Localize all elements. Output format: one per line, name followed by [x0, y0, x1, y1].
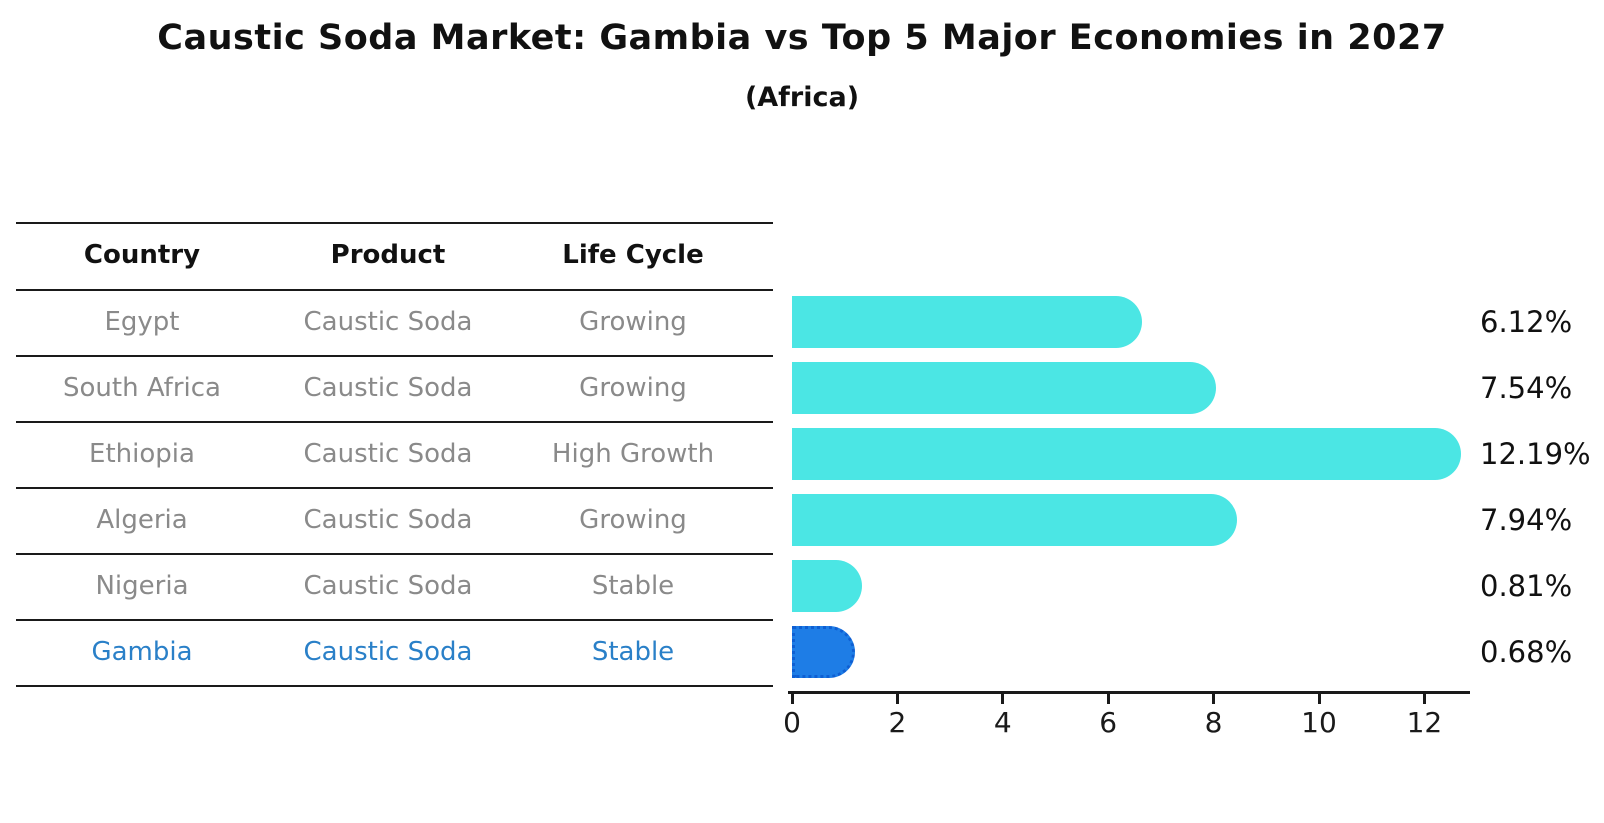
table-header-rule: [16, 289, 773, 291]
table-cell-life-cycle: Stable: [591, 637, 675, 667]
table-cell-life-cycle: Stable: [591, 571, 675, 601]
x-axis-tick-mark: [1106, 694, 1110, 704]
x-axis-tick-label: 10: [1301, 706, 1337, 739]
table-cell-country: Ethiopia: [89, 439, 195, 469]
value-label: 12.19%: [1480, 437, 1591, 471]
x-axis-tick-mark: [1422, 694, 1426, 704]
table-row-rule: [16, 685, 773, 687]
chart-title: Caustic Soda Market: Gambia vs Top 5 Maj…: [157, 18, 1447, 58]
table-cell-product: Caustic Soda: [303, 571, 473, 601]
bar: [792, 362, 1217, 414]
value-label: 0.81%: [1480, 569, 1573, 603]
table-cell-product: Caustic Soda: [303, 505, 473, 535]
table-row-rule: [16, 421, 773, 423]
table-cell-country: Egypt: [104, 307, 180, 337]
value-label: 0.68%: [1480, 635, 1573, 669]
x-axis-tick-mark: [1001, 694, 1005, 704]
table-cell-product: Caustic Soda: [303, 373, 473, 403]
table-cell-life-cycle: Growing: [579, 505, 687, 535]
x-axis-tick-mark: [895, 694, 899, 704]
table-top-rule: [16, 222, 773, 224]
table-cell-country: Algeria: [96, 505, 188, 535]
x-axis-tick-mark: [1317, 694, 1321, 704]
bar-gambia-highlighted: [792, 626, 855, 678]
x-axis-tick-label: 4: [993, 706, 1012, 739]
table-header-life-cycle: Life Cycle: [562, 240, 704, 270]
chart-subtitle: (Africa): [744, 82, 860, 113]
table-header-country: Country: [83, 240, 201, 270]
bar: [792, 494, 1238, 546]
table-cell-product: Caustic Soda: [303, 439, 473, 469]
table-row-rule: [16, 487, 773, 489]
x-axis-tick-label: 12: [1406, 706, 1443, 739]
x-axis-tick-label: 8: [1204, 706, 1223, 739]
bar: [792, 428, 1462, 480]
table-cell-product: Caustic Soda: [303, 637, 473, 667]
table-cell-country: Gambia: [91, 637, 193, 667]
bar: [792, 560, 862, 612]
table-cell-country: South Africa: [63, 373, 221, 403]
x-axis-tick-label: 6: [1099, 706, 1118, 739]
x-axis-tick-label: 2: [888, 706, 907, 739]
x-axis-tick-mark: [790, 694, 794, 704]
x-axis-tick-label: 0: [783, 706, 801, 739]
bar: [792, 296, 1142, 348]
table-cell-country: Nigeria: [95, 571, 189, 601]
x-axis-tick-mark: [1212, 694, 1216, 704]
table-cell-life-cycle: High Growth: [551, 439, 715, 469]
table-cell-product: Caustic Soda: [303, 307, 473, 337]
table-cell-life-cycle: Growing: [579, 307, 687, 337]
value-label: 7.94%: [1480, 503, 1573, 537]
x-axis-line: [788, 691, 1470, 694]
table-cell-life-cycle: Growing: [579, 373, 687, 403]
table-row-rule: [16, 553, 773, 555]
table-row-rule: [16, 619, 773, 621]
value-label: 6.12%: [1480, 305, 1573, 339]
table-row-rule: [16, 355, 773, 357]
table-header-product: Product: [330, 240, 446, 270]
value-label: 7.54%: [1480, 371, 1573, 405]
